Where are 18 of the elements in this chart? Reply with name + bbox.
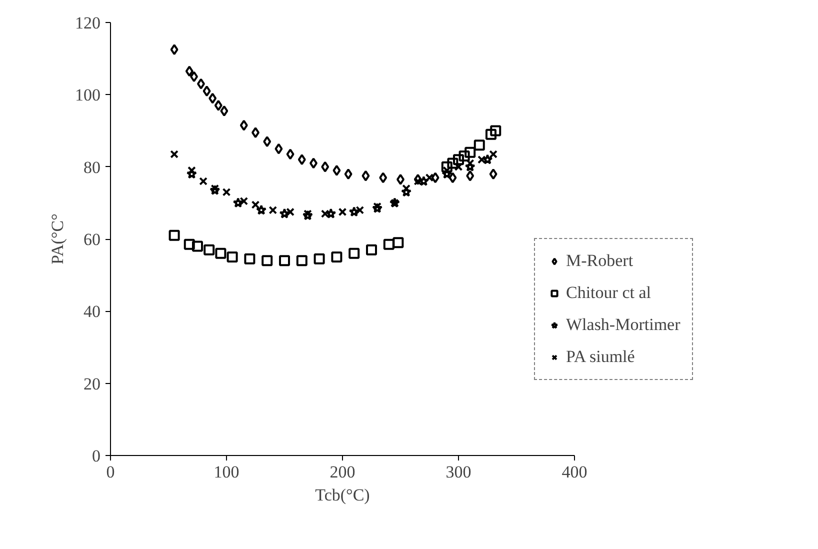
y-tick-label: 40 [84,302,100,322]
y-tick-label: 20 [84,374,100,394]
x-tick-label: 300 [446,462,472,482]
y-tick-label: 60 [84,230,100,249]
x-tick-label: 100 [214,462,240,482]
x-axis-title: Tcb(°C) [315,486,370,504]
y-tick-label: 80 [84,158,100,177]
y-tick-label: 0 [92,446,100,466]
legend-label: PA siumlé [566,347,635,367]
legend-label: Chitour ct al [566,283,651,303]
y-axis-title: PA(°C° [48,214,67,264]
legend-label: Wlash-Mortimer [566,315,680,335]
x-tick-label: 0 [106,462,115,482]
x-tick-label: 200 [330,462,356,482]
y-tick-label: 100 [75,86,100,105]
legend-label: M-Robert [566,251,634,271]
x-tick-label: 400 [562,462,588,482]
y-tick-label: 120 [75,14,100,32]
